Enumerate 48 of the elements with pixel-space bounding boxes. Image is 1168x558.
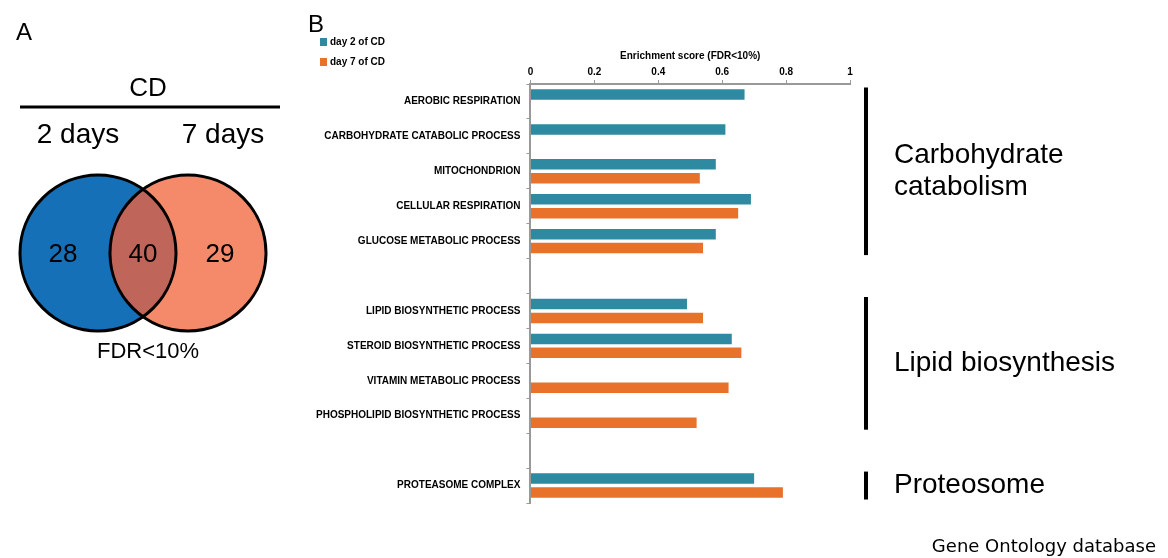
bar	[530, 333, 732, 345]
x-tick-label: 1	[847, 65, 854, 77]
text: A	[16, 18, 33, 45]
x-tick-label: 0.8	[779, 65, 794, 77]
y-tick-label: GLUCOSE METABOLIC PROCESS	[357, 234, 521, 246]
bar	[530, 173, 700, 184]
y-tick-label: CELLULAR RESPIRATION	[396, 199, 521, 211]
bar	[530, 347, 742, 359]
text: Proteosome	[894, 468, 1045, 500]
category-label: 7 days	[181, 118, 265, 149]
category-label: 2 days	[36, 118, 120, 149]
y-tick-label: AEROBIC RESPIRATION	[403, 95, 521, 107]
data-label: 29	[205, 238, 235, 268]
bar	[530, 228, 716, 240]
bar	[530, 312, 704, 324]
text: CD	[129, 72, 167, 102]
bar	[530, 207, 739, 219]
text: Gene Ontology database	[931, 535, 1156, 556]
data-label: 40	[128, 238, 158, 268]
text: Carbohydrate catabolism	[894, 138, 1064, 202]
legend-label: day 2 of CD	[330, 35, 386, 47]
text: FDR<10%	[96, 338, 200, 363]
bar	[530, 89, 745, 100]
bar	[530, 193, 751, 205]
y-tick-label: VITAMIN METABOLIC PROCESS	[366, 374, 521, 386]
bar	[530, 473, 755, 484]
bar	[530, 417, 697, 428]
bar	[530, 124, 726, 135]
bar	[530, 159, 716, 170]
bar	[530, 382, 729, 394]
text: B	[308, 10, 325, 37]
y-tick-label: PHOSPHOLIPID BIOSYNTHETIC PROCESS	[315, 409, 521, 421]
data-label: 28	[48, 238, 78, 268]
bar	[530, 298, 688, 310]
y-tick-label: PROTEASOME COMPLEX	[397, 479, 521, 491]
text: Lipid biosynthesis	[894, 346, 1116, 378]
x-tick-label: 0.6	[715, 65, 730, 77]
legend-label: day 7 of CD	[330, 55, 386, 67]
y-tick-label: MITOCHONDRION	[433, 165, 521, 177]
bar	[530, 487, 783, 498]
bar	[530, 242, 704, 254]
x-tick-label: 0	[527, 65, 534, 77]
y-tick-label: CARBOHYDRATE CATABOLIC PROCESS	[324, 130, 521, 142]
y-tick-label: LIPID BIOSYNTHETIC PROCESS	[366, 304, 521, 316]
x-tick-label: 0.4	[651, 65, 666, 77]
x-tick-label: 0.2	[587, 65, 602, 77]
y-tick-label: STEROID BIOSYNTHETIC PROCESS	[347, 339, 521, 351]
x-axis-title: Enrichment score (FDR<10%)	[620, 49, 761, 61]
